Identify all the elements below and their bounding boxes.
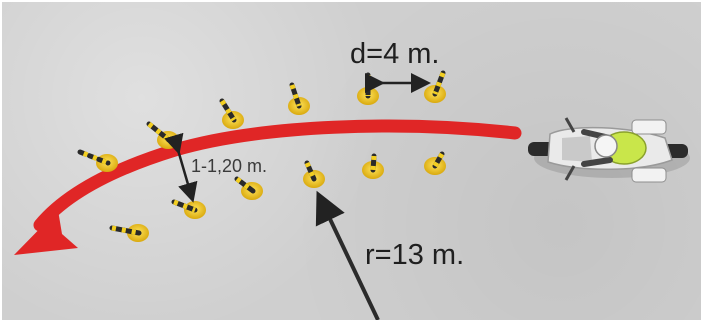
motorcycle-icon <box>528 117 690 183</box>
cone-icon <box>77 149 118 172</box>
dimension-arrow-icon <box>164 132 198 203</box>
cone-icon <box>288 82 310 115</box>
cone-icon <box>219 98 244 129</box>
cone-icon <box>146 121 179 149</box>
curved-arrow-icon <box>14 119 522 255</box>
cone-icon <box>109 224 149 242</box>
lane-width-label: 1-1,20 m. <box>191 156 268 176</box>
cone-icon <box>303 160 325 188</box>
cone-icon <box>424 70 446 103</box>
cone-row-inner <box>109 151 446 242</box>
cone-spacing-label: d=4 m. <box>350 38 440 70</box>
radius-label: r=13 m. <box>365 239 465 271</box>
cone-icon <box>357 72 379 105</box>
cone-icon <box>362 153 384 179</box>
cone-icon <box>234 176 263 200</box>
cone-icon <box>171 199 206 219</box>
radius-arrow-icon <box>315 190 380 320</box>
cone-icon <box>424 151 446 175</box>
